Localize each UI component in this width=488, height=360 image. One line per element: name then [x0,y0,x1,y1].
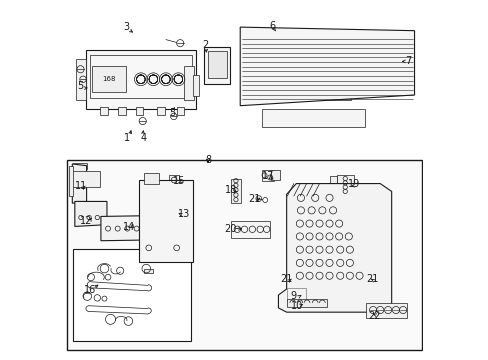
Text: 21: 21 [366,274,378,284]
Bar [157,107,164,115]
Polygon shape [139,180,192,262]
Text: 14: 14 [123,222,135,232]
Bar [262,170,273,181]
Text: 6: 6 [269,21,275,31]
Bar [147,208,176,237]
Text: 12: 12 [80,216,93,226]
Bar [286,299,326,307]
Bar [286,288,305,301]
Text: 17: 17 [261,171,273,181]
Text: 21: 21 [280,274,292,284]
Bar [156,260,163,266]
Bar [73,249,190,342]
Bar [145,260,153,266]
Bar [135,107,143,115]
Text: 168: 168 [102,76,115,82]
Bar [100,107,107,115]
Bar [90,55,192,98]
Polygon shape [69,166,73,196]
Bar [166,260,174,266]
Text: 5: 5 [169,108,175,118]
Text: 22: 22 [368,311,380,321]
Text: 8: 8 [204,156,211,165]
Text: 4: 4 [141,133,146,143]
Text: 10: 10 [291,301,303,311]
Bar [204,47,230,84]
Polygon shape [101,216,146,241]
Polygon shape [143,173,159,184]
Text: 18: 18 [224,185,237,195]
Text: 15: 15 [173,176,185,186]
Polygon shape [278,184,391,312]
Bar [192,75,199,96]
Bar [67,160,421,350]
Bar [271,170,280,180]
Bar [176,107,184,115]
Text: 3: 3 [122,22,129,32]
Text: 11: 11 [75,181,87,192]
Bar [92,66,125,93]
Bar [207,51,226,78]
Bar [295,50,350,100]
Bar [118,107,125,115]
Polygon shape [75,59,85,100]
Bar [73,163,87,169]
Text: 1: 1 [124,133,130,143]
Bar [336,175,353,194]
Bar [183,66,194,100]
Text: 20: 20 [224,224,237,234]
Bar [329,176,337,194]
Bar [77,205,104,224]
Text: 5: 5 [77,81,83,91]
Polygon shape [72,164,86,203]
Text: 9: 9 [290,291,296,301]
Text: 2: 2 [202,40,208,50]
Text: 13: 13 [177,209,189,219]
Text: 19: 19 [347,179,360,189]
Text: 16: 16 [84,285,96,295]
Polygon shape [85,50,196,109]
Bar [230,179,241,203]
Bar [103,219,142,238]
Polygon shape [75,202,107,226]
Polygon shape [261,109,365,127]
Bar [168,175,179,184]
Bar [177,260,185,266]
Bar [230,221,269,238]
Text: 21: 21 [248,194,260,203]
Bar [270,58,290,97]
Text: 7: 7 [404,57,410,66]
Bar [243,54,266,100]
Polygon shape [72,171,100,187]
Bar [143,269,152,273]
Polygon shape [240,27,414,106]
Bar [365,302,406,318]
